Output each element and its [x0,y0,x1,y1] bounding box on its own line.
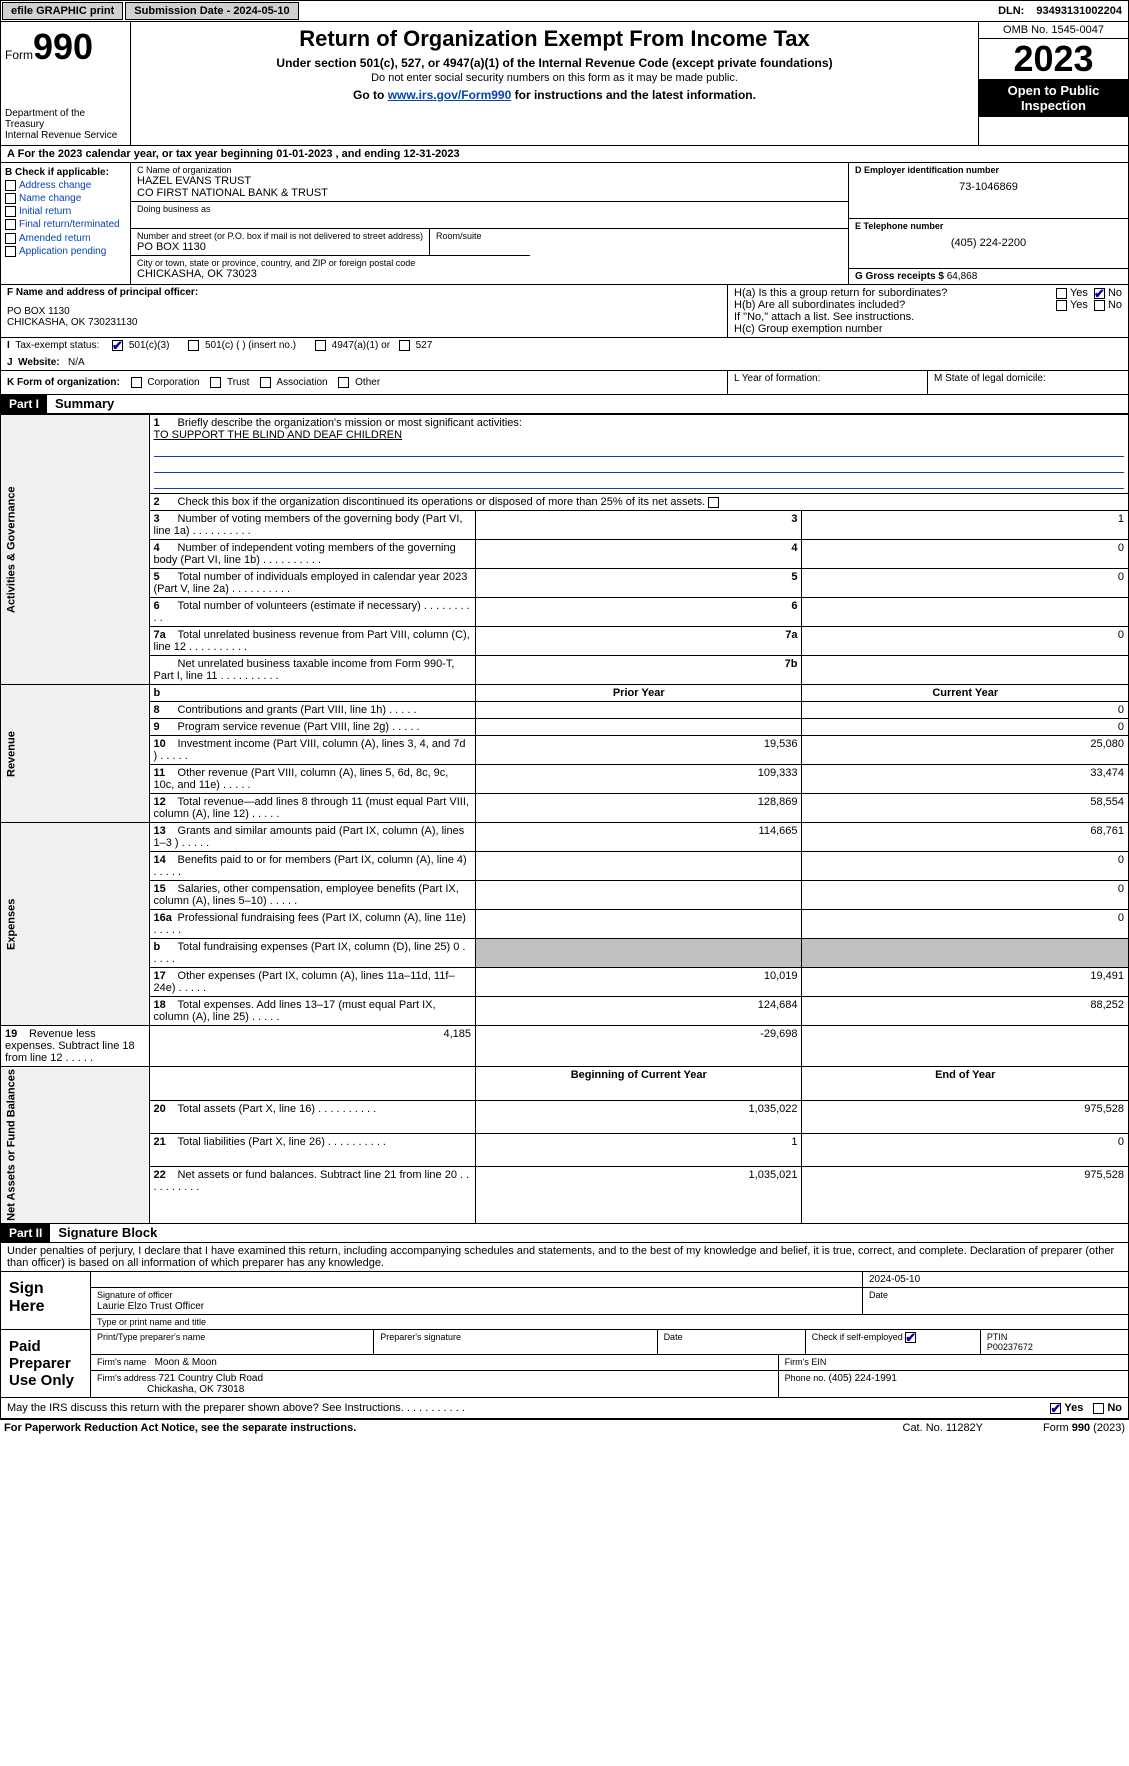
chk-address-change[interactable]: Address change [5,180,126,191]
form-number: Form990 [5,26,126,68]
chk-application-pending[interactable]: Application pending [5,246,126,257]
org-city: CHICKASHA, OK 73023 [137,268,842,280]
omb-number: OMB No. 1545-0047 [979,22,1128,39]
dln-label: DLN: [992,3,1030,19]
subtitle-3: Go to www.irs.gov/Form990 for instructio… [135,88,974,102]
chk-trust[interactable] [210,377,221,388]
box-h-b-note: If "No," attach a list. See instructions… [734,311,1122,323]
firm-addr1: 721 Country Club Road [159,1373,264,1384]
entity-info-grid: B Check if applicable: Address change Na… [0,163,1129,285]
ptin: P00237672 [987,1342,1033,1352]
firm-addr2: Chickasha, OK 73018 [147,1384,244,1395]
hb-no[interactable] [1094,300,1105,311]
may-irs-discuss: May the IRS discuss this return with the… [0,1398,1129,1419]
dept-treasury: Department of the Treasury Internal Reve… [5,108,126,141]
irs-link[interactable]: www.irs.gov/Form990 [388,88,512,102]
org-name-2: CO FIRST NATIONAL BANK & TRUST [137,187,842,199]
officer-name: Laurie Elzo Trust Officer [97,1301,204,1312]
chk-corporation[interactable] [131,377,142,388]
ha-yes[interactable] [1056,288,1067,299]
part-2-header: Part IISignature Block [0,1224,1129,1243]
box-h-c: H(c) Group exemption number [734,323,1122,335]
chk-4947[interactable] [315,340,326,351]
part-1-header: Part ISummary [0,395,1129,414]
subtitle-1: Under section 501(c), 527, or 4947(a)(1)… [135,56,974,70]
box-h-a: H(a) Is this a group return for subordin… [734,287,1122,299]
form-header: Form990 Department of the Treasury Inter… [0,22,1129,146]
chk-self-employed[interactable] [905,1332,916,1343]
tax-year: 2023 [979,39,1128,79]
box-h-b: H(b) Are all subordinates included? Yes … [734,299,1122,311]
section-expenses: Expenses [1,823,150,1026]
submission-date-button[interactable]: Submission Date - 2024-05-10 [125,2,298,20]
may-irs-no[interactable] [1093,1403,1104,1414]
may-irs-yes[interactable] [1050,1403,1061,1414]
sig-date: 2024-05-10 [863,1272,1128,1287]
section-revenue: Revenue [1,685,150,823]
ha-no[interactable] [1094,288,1105,299]
section-governance: Activities & Governance [1,415,150,685]
org-address: PO BOX 1130 [137,241,423,253]
box-c: C Name of organization HAZEL EVANS TRUST… [131,163,848,284]
page-footer: For Paperwork Reduction Act Notice, see … [0,1419,1129,1436]
chk-association[interactable] [260,377,271,388]
chk-initial-return[interactable]: Initial return [5,206,126,217]
col-end-year: End of Year [802,1067,1129,1100]
section-net-assets: Net Assets or Fund Balances [1,1067,150,1224]
col-current-year: Current Year [802,685,1129,702]
ein: 73-1046869 [855,181,1122,193]
chk-501c3[interactable] [112,340,123,351]
website: N/A [68,357,85,368]
chk-other[interactable] [338,377,349,388]
chk-discontinued[interactable] [708,497,719,508]
firm-phone: (405) 224-1991 [829,1373,897,1384]
summary-table: Activities & Governance 1Briefly describ… [0,414,1129,1224]
section-a-tax-year: A For the 2023 calendar year, or tax yea… [0,146,1129,163]
topbar: efile GRAPHIC print Submission Date - 20… [0,0,1129,22]
chk-name-change[interactable]: Name change [5,193,126,204]
efile-print-button[interactable]: efile GRAPHIC print [2,2,123,20]
box-b: B Check if applicable: Address change Na… [1,163,131,284]
dln-value: 93493131002204 [1030,3,1128,19]
officer-addr2: CHICKASHA, OK 730231130 [7,317,721,328]
box-m: M State of legal domicile: [928,371,1128,394]
perjury-declaration: Under penalties of perjury, I declare th… [0,1243,1129,1272]
signature-block: Sign Here 2024-05-10 Signature of office… [0,1272,1129,1398]
sign-here-label: Sign Here [1,1272,91,1329]
box-l: L Year of formation: [728,371,928,394]
gross-receipts: 64,868 [947,271,978,282]
open-to-public: Open to Public Inspection [979,79,1128,117]
chk-amended-return[interactable]: Amended return [5,233,126,244]
subtitle-2: Do not enter social security numbers on … [135,72,974,84]
telephone: (405) 224-2200 [855,237,1122,249]
hb-yes[interactable] [1056,300,1067,311]
mission-text: TO SUPPORT THE BLIND AND DEAF CHILDREN [154,429,403,441]
box-f-label: F Name and address of principal officer: [7,287,721,298]
chk-501c[interactable] [188,340,199,351]
org-name-1: HAZEL EVANS TRUST [137,175,842,187]
form-title: Return of Organization Exempt From Incom… [135,26,974,52]
chk-final-return[interactable]: Final return/terminated [5,219,126,230]
col-begin-year: Beginning of Current Year [476,1067,802,1100]
chk-527[interactable] [399,340,410,351]
officer-addr1: PO BOX 1130 [7,306,721,317]
paid-preparer-label: Paid Preparer Use Only [1,1330,91,1397]
col-prior-year: Prior Year [476,685,802,702]
firm-name: Moon & Moon [155,1357,217,1368]
